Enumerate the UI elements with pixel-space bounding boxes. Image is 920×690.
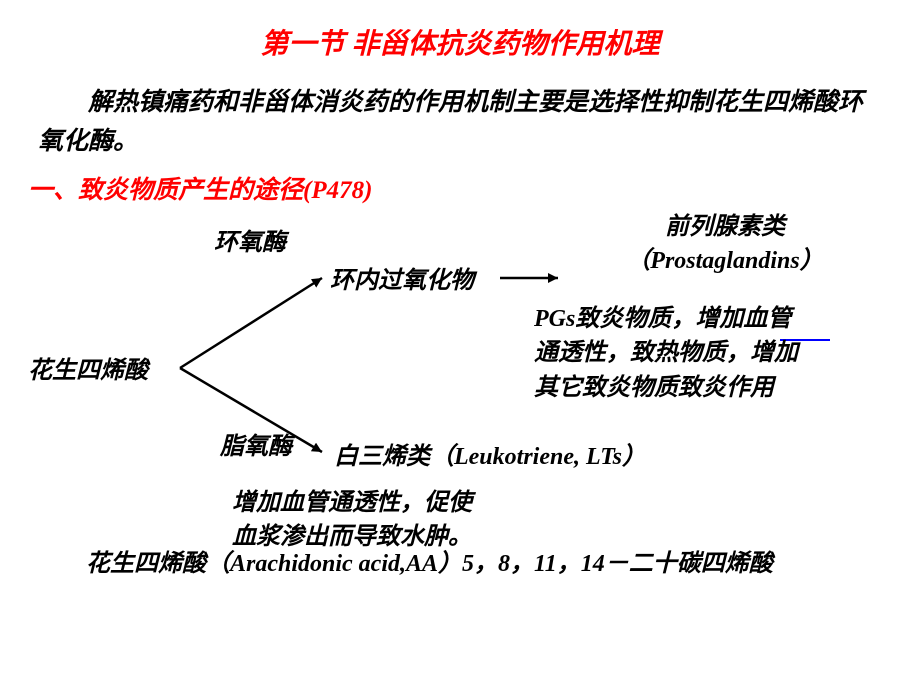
node-root: 花生四烯酸 (28, 354, 148, 389)
bottom-desc-line1: 增加血管通透性，促使 (232, 486, 472, 521)
intro-paragraph: 解热镇痛药和非甾体消炎药的作用机制主要是选择性抑制花生四烯酸环氧化酶。 (0, 62, 920, 162)
top-desc-line3: 其它致炎物质致炎作用 (534, 371, 894, 406)
top-product-line2: （Prostaglandins） (560, 244, 890, 279)
label-bottom-enzyme: 脂氧酶 (220, 430, 292, 465)
bottom-desc-line2: 血浆渗出而导致水肿。 (232, 520, 472, 555)
top-desc-line1: PGs致炎物质，增加血管 (534, 302, 894, 337)
top-desc-line2: 通透性，致热物质，增加 (534, 336, 894, 371)
section-header: 一、致炎物质产生的途径(P478) (0, 162, 920, 206)
page-title: 第一节 非甾体抗炎药物作用机理 (0, 0, 920, 62)
node-top-intermediate: 环内过氧化物 (330, 264, 474, 299)
pathway-diagram: 花生四烯酸 环氧酶 环内过氧化物 前列腺素类 （Prostaglandins） … (0, 206, 920, 546)
top-desc: PGs致炎物质，增加血管 通透性，致热物质，增加 其它致炎物质致炎作用 (534, 302, 894, 406)
node-top-product: 前列腺素类 （Prostaglandins） (560, 210, 890, 280)
top-product-line1: 前列腺素类 (560, 210, 890, 245)
bottom-desc: 增加血管通透性，促使 血浆渗出而导致水肿。 (232, 486, 472, 556)
node-bottom-product: 白三烯类（Leukotriene, LTs） (334, 440, 646, 475)
label-top-enzyme: 环氧酶 (214, 226, 286, 261)
